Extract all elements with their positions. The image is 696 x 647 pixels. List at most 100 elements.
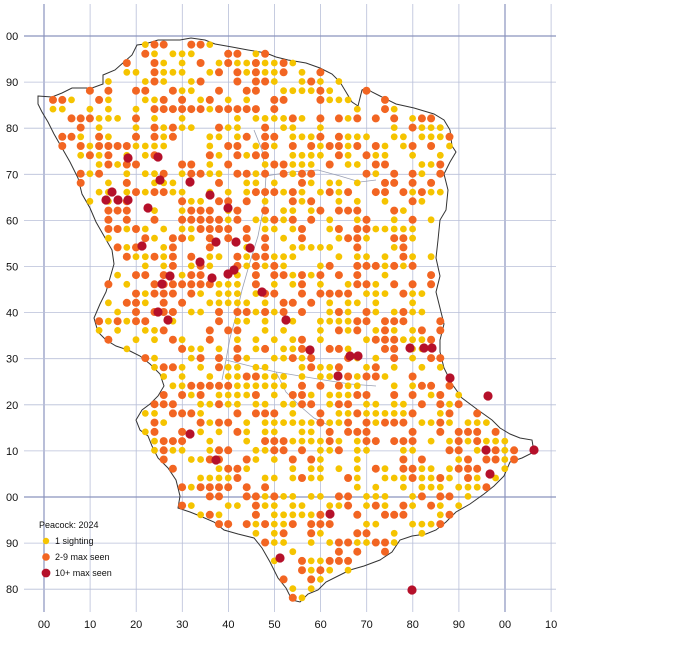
record-dot: [371, 501, 380, 510]
record-dot: [122, 142, 131, 150]
record-dot: [252, 400, 260, 408]
record-dot: [390, 529, 398, 537]
record-dot: [362, 391, 371, 399]
record-dot: [251, 501, 260, 510]
record-dot: [270, 115, 278, 122]
record-dot: [344, 151, 352, 159]
record-dot: [224, 142, 233, 150]
record-dot: [150, 105, 159, 114]
record-dot: [371, 160, 380, 169]
record-dot: [344, 427, 353, 436]
record-dot-high: [157, 279, 167, 289]
record-dot: [206, 161, 214, 168]
record-dot: [381, 373, 389, 380]
record-dot: [187, 105, 196, 114]
record-dot: [132, 105, 140, 113]
record-dot: [132, 336, 140, 344]
record-dot: [261, 161, 269, 168]
record-dot: [224, 446, 233, 455]
record-dot: [326, 317, 334, 325]
record-dot: [187, 409, 196, 418]
record-dot: [381, 105, 389, 114]
record-dot: [362, 437, 371, 446]
record-dot: [197, 345, 205, 353]
record-dot: [159, 391, 168, 399]
record-dot: [261, 225, 269, 233]
record-dot: [317, 465, 324, 473]
record-dot: [381, 502, 389, 509]
record-dot: [334, 151, 343, 160]
record-dot: [436, 124, 444, 131]
record-dot: [335, 179, 343, 187]
record-dot: [270, 456, 278, 463]
record-dot: [224, 225, 233, 233]
record-dot: [298, 308, 306, 316]
record-dot: [399, 455, 408, 464]
record-dot: [317, 142, 324, 150]
record-dot: [307, 465, 315, 473]
record-dot: [344, 474, 353, 482]
record-dot: [132, 317, 140, 326]
record-dot: [335, 96, 343, 104]
record-dot: [58, 142, 67, 150]
record-dot: [114, 115, 121, 122]
record-dot: [168, 335, 177, 344]
record-dot: [307, 151, 315, 159]
record-dot: [344, 289, 353, 298]
record-dot: [141, 188, 149, 196]
record-dot: [353, 225, 362, 233]
record-dot: [251, 280, 260, 289]
record-dot: [150, 400, 159, 409]
record-dot: [261, 446, 269, 454]
record-dot: [390, 344, 399, 353]
record-dot: [335, 391, 343, 399]
record-dot: [400, 207, 407, 215]
record-dot: [436, 418, 445, 427]
record-dot: [215, 59, 223, 67]
record-dot: [298, 280, 306, 289]
record-dot: [455, 483, 463, 491]
record-dot: [445, 132, 454, 141]
record-dot: [242, 492, 251, 501]
record-dot: [224, 381, 233, 390]
record-dot: [417, 114, 426, 123]
record-dot: [390, 327, 398, 334]
record-dot: [114, 161, 121, 168]
record-dot: [427, 391, 435, 399]
record-dot: [289, 437, 297, 445]
record-dot: [326, 539, 334, 546]
record-dot-high: [353, 351, 363, 361]
record-dot: [307, 520, 316, 529]
record-dot: [159, 289, 168, 298]
record-dot: [105, 115, 112, 122]
record-dot: [215, 215, 223, 224]
record-dot: [196, 391, 205, 399]
record-dot: [76, 142, 85, 150]
record-dot: [261, 437, 270, 446]
record-dot: [418, 363, 426, 371]
record-dot: [408, 280, 417, 289]
record-dot: [187, 197, 195, 205]
record-dot: [436, 317, 445, 326]
record-dot: [473, 446, 481, 454]
record-dot: [381, 547, 389, 556]
record-dot: [316, 271, 325, 280]
record-dot: [436, 151, 444, 159]
record-dot: [141, 41, 149, 48]
record-dot: [288, 520, 297, 529]
record-dot-high: [155, 175, 165, 185]
record-dot: [196, 169, 205, 178]
record-dot: [372, 419, 380, 426]
record-dot: [418, 520, 426, 528]
record-dot: [261, 419, 269, 426]
record-dot: [159, 437, 168, 446]
record-dot: [371, 363, 380, 372]
record-dot: [298, 151, 306, 159]
record-dot: [197, 511, 205, 519]
record-dot: [307, 428, 315, 436]
record-dot: [363, 410, 370, 417]
district-boundary: [221, 129, 377, 427]
record-dot: [168, 400, 177, 409]
record-dot: [261, 151, 270, 160]
record-dot: [325, 142, 334, 150]
